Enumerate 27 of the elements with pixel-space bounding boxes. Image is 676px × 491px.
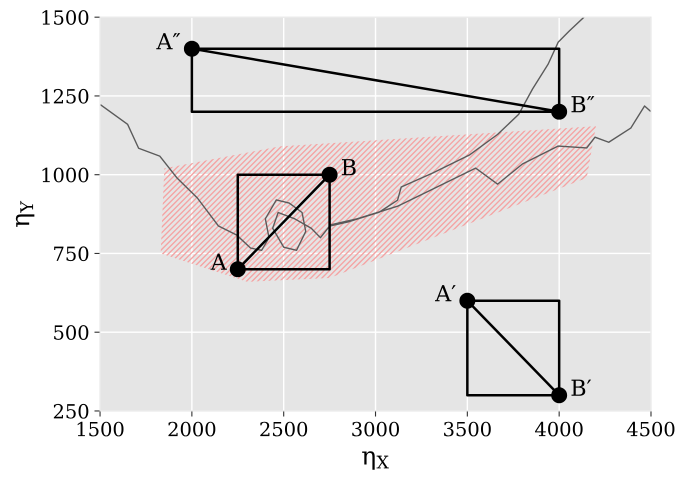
x-tick-label: 4000 [535,422,583,436]
y-tick-label: 250 [54,404,88,419]
y-tick-label: 750 [54,246,88,262]
point [230,261,246,278]
y-tick-label: 1000 [42,168,88,182]
point [551,104,568,120]
annotation: B″ [572,96,594,112]
y-tick-label: 1250 [42,88,88,104]
x-tick-label: 2500 [260,422,308,436]
y-axis-title: η$_{Y}$ [16,200,34,227]
point [459,292,476,309]
annotation: A″ [156,33,180,50]
x-tick-label: 4500 [626,422,674,436]
annotation: B′ [572,380,592,396]
point [184,40,200,57]
x-tick-label: 2000 [168,422,216,436]
annotation: B [342,159,356,176]
annotation: A [210,254,227,270]
x-tick-label: 3000 [352,422,399,436]
x-axis-title: η$_{X}$ [362,451,389,470]
x-tick-label: 3500 [444,422,491,436]
annotation: A′ [435,285,456,302]
y-tick-label: 500 [54,325,88,340]
point [322,166,338,183]
y-tick-label: 1500 [42,10,88,25]
point [551,387,568,404]
x-tick-label: 1500 [78,422,124,436]
